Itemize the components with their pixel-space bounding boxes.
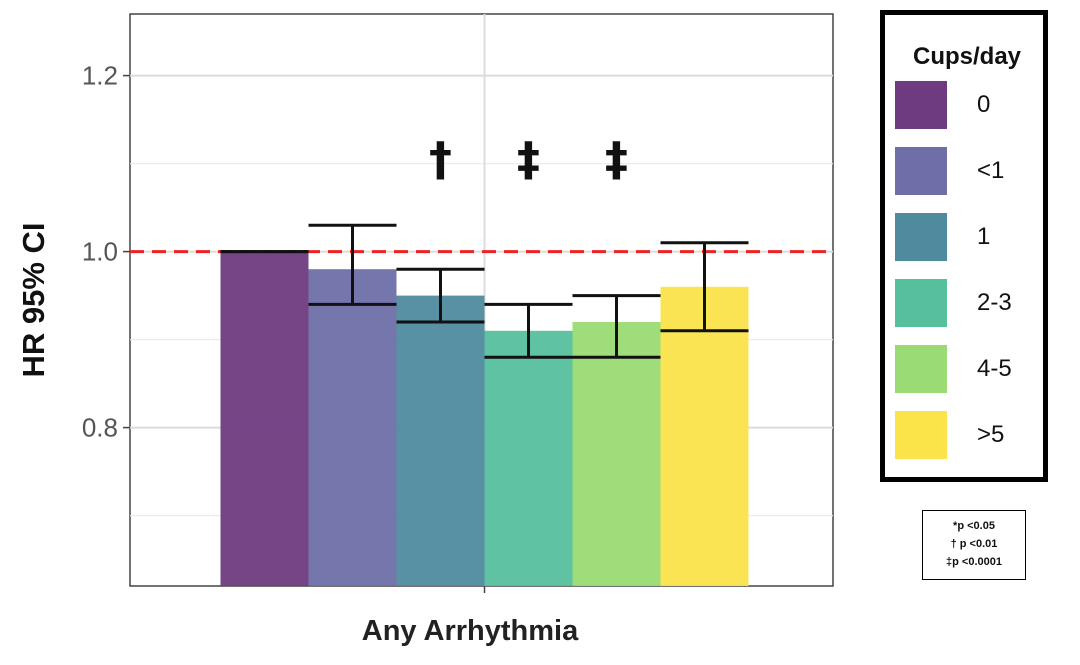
y-tick-label: 1.2 bbox=[82, 61, 118, 91]
legend-label: 4-5 bbox=[977, 355, 1012, 382]
bar bbox=[484, 330, 573, 586]
chart-canvas: † ‡ ‡ 0.8 1.0 1.2 HR 95% CI Any Arrhythmia bbox=[16, 13, 834, 647]
legend-swatch bbox=[895, 411, 947, 459]
significance-marks-group: † ‡ ‡ bbox=[429, 132, 628, 186]
error-bars-group bbox=[220, 223, 749, 359]
bar bbox=[220, 251, 309, 586]
legend-swatch bbox=[895, 345, 947, 393]
legend-label: 1 bbox=[977, 223, 991, 250]
legend-label: 0 bbox=[977, 91, 991, 118]
significance-mark: † bbox=[429, 132, 452, 186]
bars-group bbox=[220, 251, 749, 586]
legend-label: 2-3 bbox=[977, 289, 1012, 316]
p-note-line: ‡p <0.0001 bbox=[946, 556, 1002, 568]
legend: Cups/day 0 <1 1 2-3 4-5 >5 bbox=[880, 10, 1048, 482]
significance-mark: ‡ bbox=[517, 132, 540, 186]
y-axis-label: HR 95% CI bbox=[16, 222, 51, 377]
y-tick-label: 1.0 bbox=[82, 237, 118, 267]
legend-swatch bbox=[895, 213, 947, 261]
p-note-line: † p <0.01 bbox=[950, 538, 998, 550]
p-value-note: *p <0.05 † p <0.01 ‡p <0.0001 bbox=[922, 510, 1026, 580]
bar bbox=[396, 295, 485, 586]
bar bbox=[660, 286, 749, 586]
significance-mark: ‡ bbox=[605, 132, 628, 186]
legend-entry: 4-5 bbox=[895, 345, 1045, 395]
legend-entry: 1 bbox=[895, 213, 1045, 263]
legend-title: Cups/day bbox=[913, 43, 1022, 70]
y-tick-label: 0.8 bbox=[82, 413, 118, 443]
legend-label: <1 bbox=[977, 157, 1005, 184]
y-axis-ticks: 0.8 1.0 1.2 bbox=[82, 61, 486, 593]
p-note-line: *p <0.05 bbox=[953, 520, 995, 532]
legend-swatch bbox=[895, 279, 947, 327]
x-axis-label: Any Arrhythmia bbox=[362, 615, 579, 647]
bar bbox=[308, 269, 397, 586]
legend-label: >5 bbox=[977, 421, 1005, 448]
legend-entry: <1 bbox=[895, 147, 1045, 197]
bar bbox=[572, 322, 661, 586]
legend-swatch bbox=[895, 147, 947, 195]
legend-entry: 0 bbox=[895, 81, 1045, 131]
legend-entry: 2-3 bbox=[895, 279, 1045, 329]
legend-entry: >5 bbox=[895, 411, 1045, 461]
legend-swatch bbox=[895, 81, 947, 129]
